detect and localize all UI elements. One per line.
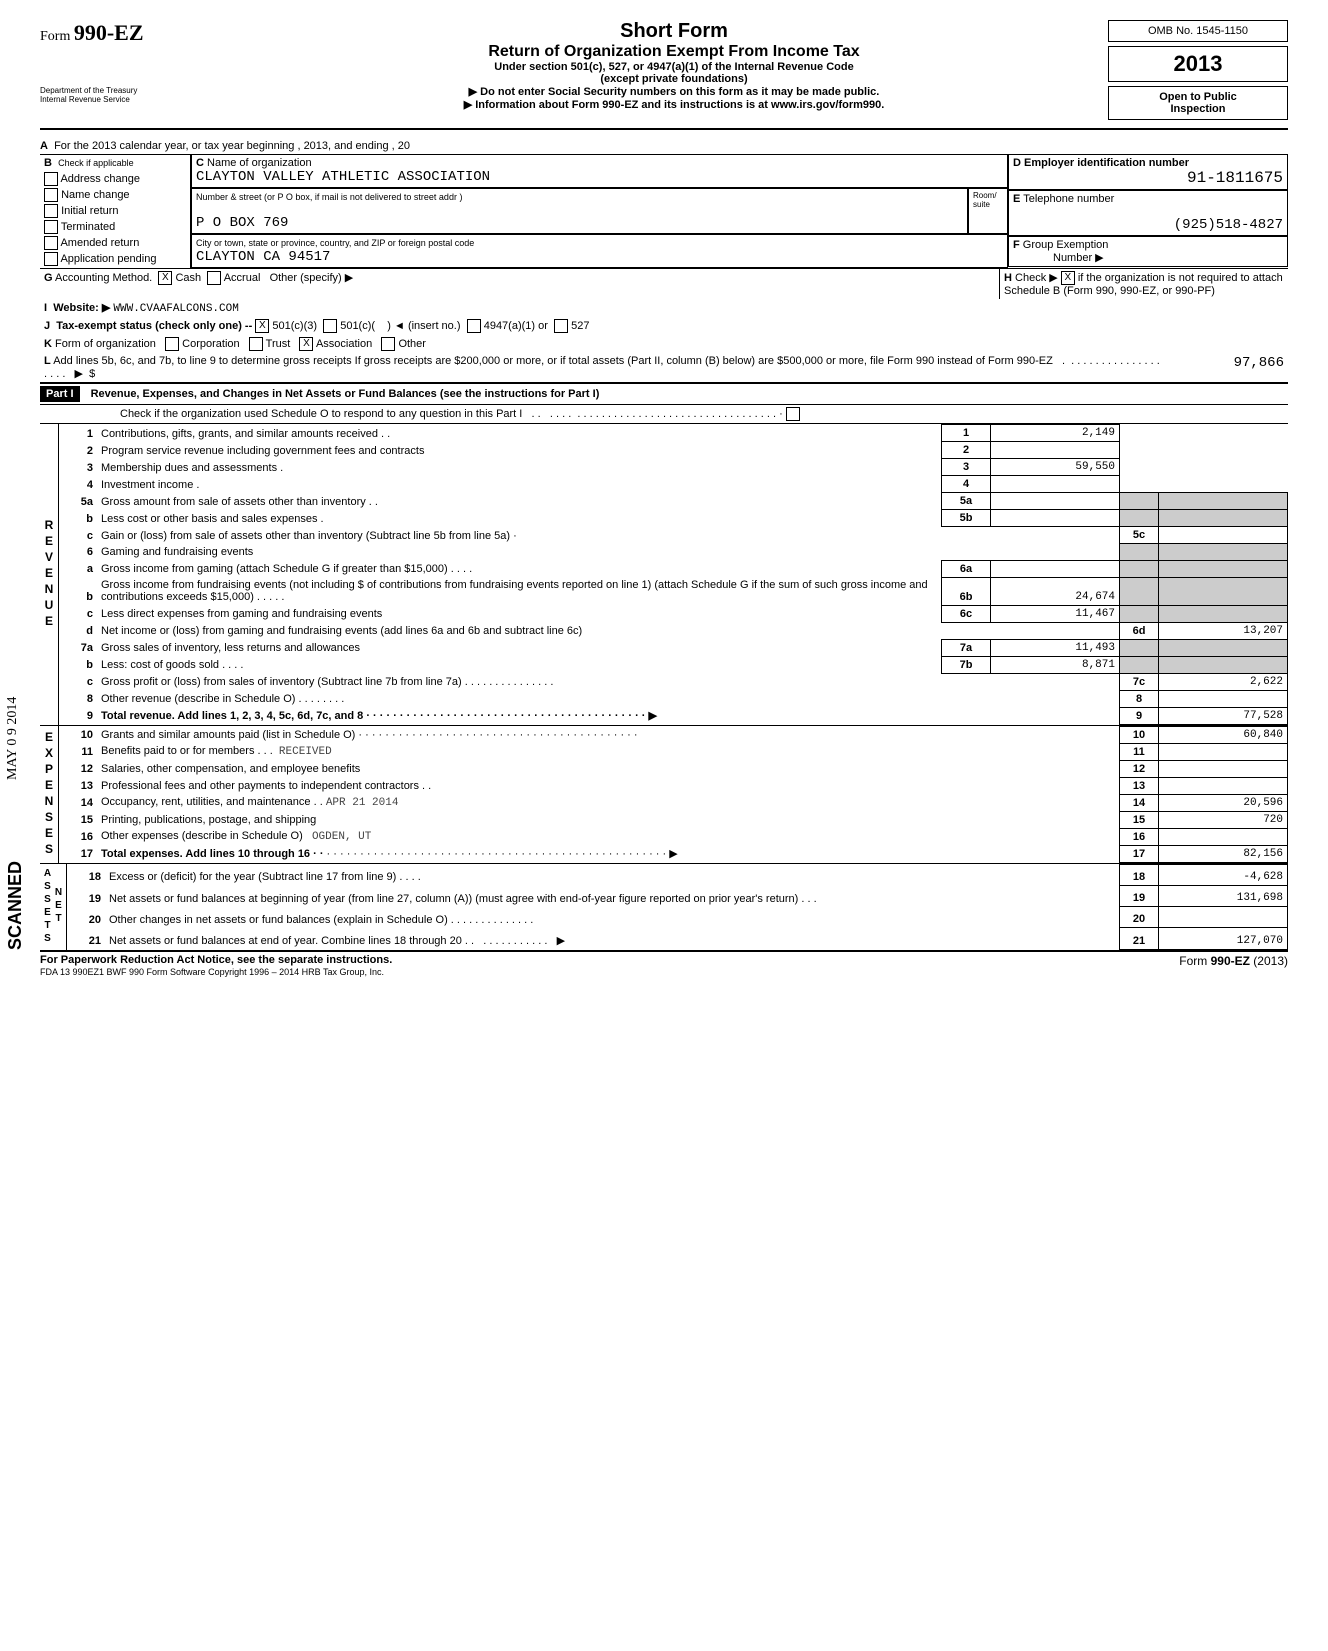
form-header: Form 990-EZ Department of the Treasury I… [40,20,1288,130]
check-cash[interactable]: X [158,271,172,285]
check-527[interactable] [554,319,568,333]
check-4947[interactable] [467,319,481,333]
line-g-h: G Accounting Method. X Cash Accrual Othe… [40,268,1288,299]
year-box: 2013 [1108,46,1288,82]
scanned-stamp: SCANNED [5,861,26,950]
city-label: City or town, state or province, country… [196,238,474,248]
org-name: CLAYTON VALLEY ATHLETIC ASSOCIATION [196,169,490,185]
check-schedule-b[interactable]: X [1061,271,1075,285]
title-under: Under section 501(c), 527, or 4947(a)(1)… [240,61,1108,85]
line-l: L Add lines 5b, 6c, and 7b, to line 9 to… [40,353,1288,382]
ein-value: 91-1811675 [1013,169,1283,187]
check-other-org[interactable] [381,337,395,351]
stamp-ogden: OGDEN, UT [312,831,371,843]
phone-label: Telephone number [1023,193,1114,205]
note-ssn: Do not enter Social Security numbers on … [240,85,1108,98]
line-i: I Website: ▶ WWW.CVAAFALCONS.COM [40,299,1288,317]
note-info: Information about Form 990-EZ and its in… [240,98,1108,111]
fda-line: FDA 13 990EZ1 BWF 990 Form Software Copy… [40,967,384,977]
title-short-form: Short Form [240,20,1108,43]
check-501c3[interactable]: X [255,319,269,333]
line-a: A For the 2013 calendar year, or tax yea… [40,138,1288,155]
check-assoc[interactable]: X [299,337,313,351]
part1-header: Part I Revenue, Expenses, and Changes in… [40,382,1288,405]
part1-check-note: Check if the organization used Schedule … [40,405,1288,424]
website: WWW.CVAAFALCONS.COM [113,303,238,315]
phone-value: (925)518-4827 [1013,217,1283,233]
group-exemption-label: Group Exemption [1023,239,1109,251]
side-date-stamp: MAY 0 9 2014 [5,697,21,780]
room-label: Room/ suite [968,188,1008,234]
open-public-box: Open to Public Inspection [1108,86,1288,120]
line-k: K Form of organization Corporation Trust… [40,335,1288,353]
pra-notice: For Paperwork Reduction Act Notice, see … [40,954,392,966]
check-initial[interactable] [44,204,58,218]
title-return: Return of Organization Exempt From Incom… [240,43,1108,61]
group-exemption-number: Number ▶ [1013,252,1104,264]
dept-label: Department of the Treasury Internal Reve… [40,86,240,104]
side-netassets: NET ASSETS [40,864,67,950]
street: P O BOX 769 [196,215,288,231]
check-amended[interactable] [44,236,58,250]
check-schedule-o[interactable] [786,407,800,421]
netassets-lines: 18Excess or (deficit) for the year (Subt… [67,864,1288,950]
check-if-label: Check if applicable [58,158,134,168]
side-expenses: EXPENSES [40,726,59,863]
side-revenue: REVENUE [40,424,59,725]
stamp-received: RECEIVED [279,746,332,758]
form-number: Form 990-EZ [40,20,240,46]
check-name[interactable] [44,188,58,202]
check-accrual[interactable] [207,271,221,285]
footer: For Paperwork Reduction Act Notice, see … [40,952,1288,978]
line-j: J Tax-exempt status (check only one) -- … [40,317,1288,335]
revenue-lines: 1Contributions, gifts, grants, and simil… [59,424,1288,725]
omb-box: OMB No. 1545-1150 [1108,20,1288,42]
check-corp[interactable] [165,337,179,351]
city: CLAYTON CA 94517 [196,249,330,265]
check-pending[interactable] [44,252,58,266]
expense-lines: 10Grants and similar amounts paid (list … [59,726,1288,863]
name-label: Name of organization [207,157,312,169]
ein-label: Employer identification number [1024,157,1189,169]
org-info-grid: B Check if applicable Address change Nam… [40,155,1288,268]
gross-receipts: 97,866 [1164,355,1284,380]
form-ref: Form 990-EZ (2013) [1179,954,1288,978]
check-501c[interactable] [323,319,337,333]
check-address[interactable] [44,172,58,186]
check-terminated[interactable] [44,220,58,234]
street-label: Number & street (or P O box, if mail is … [196,192,462,202]
check-trust[interactable] [249,337,263,351]
stamp-date: APR 21 2014 [326,797,399,809]
